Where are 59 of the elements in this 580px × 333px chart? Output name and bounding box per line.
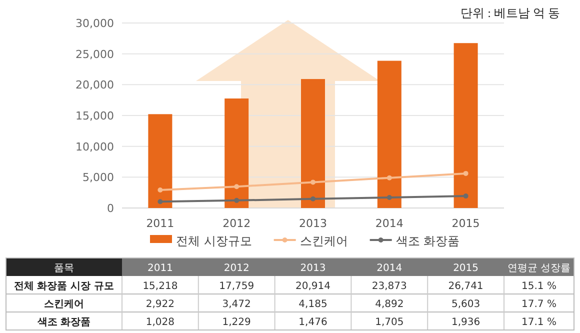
legend-label: 스킨케어	[300, 234, 348, 248]
bar	[224, 98, 249, 208]
y-tick-label: 30,000	[76, 17, 114, 30]
data-label: 17,759	[219, 281, 254, 292]
point	[234, 184, 240, 190]
data-label: 4,892	[375, 299, 404, 310]
data-label: 5,603	[451, 299, 480, 310]
text: 품목	[54, 263, 74, 274]
y-tick-label: 5,000	[82, 171, 114, 184]
data-label: 20,914	[296, 281, 330, 292]
point	[158, 199, 163, 204]
x-tick-label: 2012	[222, 217, 251, 230]
point	[386, 175, 392, 180]
bar	[148, 114, 172, 208]
data-label: 23,873	[372, 281, 407, 292]
data-label: 15,218	[142, 281, 178, 292]
x-tick-label: 2013	[299, 217, 327, 230]
data-label: 1,028	[146, 317, 175, 328]
text: 연평균 성장률	[507, 263, 571, 274]
data-label: 1,229	[222, 317, 251, 328]
point	[234, 198, 240, 203]
bar	[377, 60, 402, 208]
point	[463, 194, 468, 199]
point	[463, 170, 468, 176]
category-label: 2014	[376, 263, 402, 274]
data-label: 2,922	[146, 299, 175, 310]
y-tick-label: 25,000	[76, 48, 114, 61]
x-tick-label: 2014	[375, 217, 404, 230]
y-tick-label: 10,000	[76, 140, 114, 154]
point	[310, 180, 316, 185]
x-tick-label: 2011	[146, 217, 174, 230]
data-label: 3,472	[222, 299, 251, 310]
y-tick-label: 15,000	[76, 110, 114, 122]
text: 스킨케어	[44, 299, 84, 310]
category-label: 2011	[147, 263, 173, 274]
text: 전체 화장품 시장 규모	[14, 281, 114, 292]
data-label: 26,741	[448, 281, 484, 292]
text: 색조 화장품	[36, 317, 91, 328]
text: 단위 : 베트남 억 동	[460, 6, 560, 20]
point	[158, 187, 163, 192]
text: 15.1 %	[522, 281, 556, 292]
bar	[301, 79, 325, 208]
data-label: 1,476	[298, 317, 328, 328]
category-label: 2012	[224, 263, 250, 274]
category-label: 2015	[453, 263, 479, 274]
y-tick-label: 20,000	[76, 78, 114, 92]
y-tick-label: 0	[107, 202, 114, 215]
data-label: 1,936	[451, 317, 480, 328]
point	[310, 196, 316, 202]
data-label: 1,705	[375, 317, 404, 328]
legend-label: 전체 시장규모	[176, 234, 252, 248]
text: 17.7 %	[522, 299, 556, 310]
text: 17.1 %	[522, 317, 556, 328]
x-tick-label: 2015	[452, 217, 480, 230]
category-label: 2013	[300, 263, 326, 274]
data-label: 4,185	[298, 299, 328, 310]
point	[386, 194, 392, 200]
bar	[454, 43, 478, 208]
legend-label: 색조 화장품	[396, 234, 460, 248]
